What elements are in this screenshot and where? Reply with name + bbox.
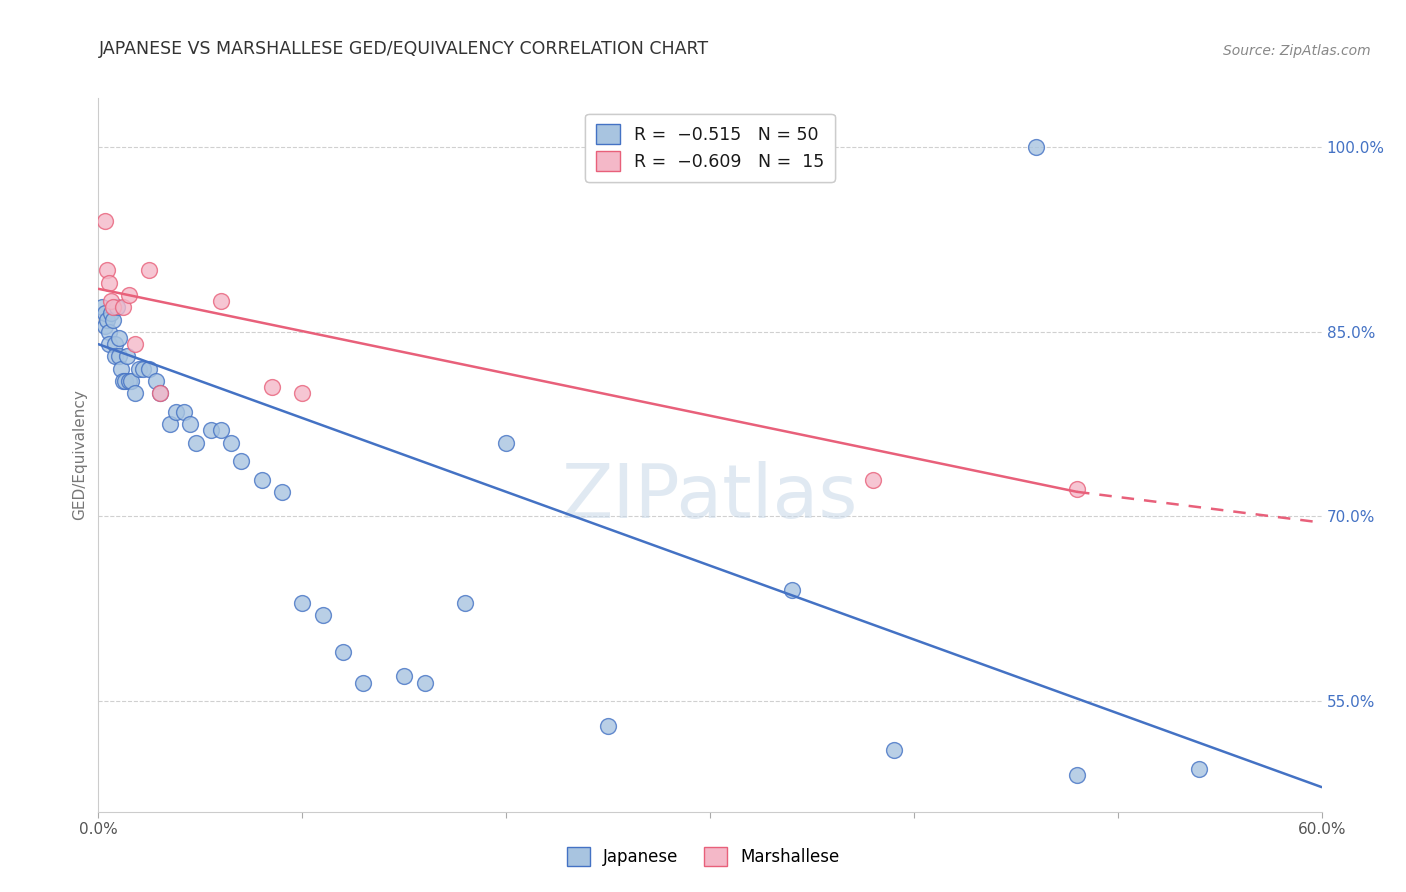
Point [159, 417, 181, 432]
Point [219, 435, 242, 450]
Point [173, 405, 195, 419]
Text: Source: ZipAtlas.com: Source: ZipAtlas.com [1223, 44, 1371, 58]
Point [96, 263, 118, 277]
Point [97, 276, 120, 290]
Point [118, 288, 141, 302]
Point [495, 435, 517, 450]
Point [108, 331, 131, 345]
Point [110, 361, 132, 376]
Point [1066, 483, 1088, 497]
Point [108, 350, 131, 364]
Point [1066, 768, 1088, 782]
Point [780, 583, 803, 598]
Text: JAPANESE VS MARSHALLESE GED/EQUIVALENCY CORRELATION CHART: JAPANESE VS MARSHALLESE GED/EQUIVALENCY … [98, 40, 709, 58]
Point [124, 386, 146, 401]
Point [138, 263, 160, 277]
Point [209, 423, 232, 437]
Y-axis label: GED/Equivalency: GED/Equivalency [72, 390, 87, 520]
Point [101, 300, 124, 314]
Point [1188, 762, 1211, 776]
Point [270, 484, 294, 499]
Point [111, 300, 134, 314]
Point [332, 645, 354, 659]
Point [209, 294, 232, 309]
Point [291, 596, 314, 610]
Point [114, 374, 136, 388]
Point [115, 350, 138, 364]
Point [352, 675, 374, 690]
Point [1025, 140, 1047, 154]
Point [291, 386, 314, 401]
Point [231, 454, 253, 468]
Point [124, 337, 146, 351]
Point [101, 312, 124, 326]
Point [97, 325, 120, 339]
Point [413, 675, 436, 690]
Legend: R =  −0.515   N = 50, R =  −0.609   N =  15: R = −0.515 N = 50, R = −0.609 N = 15 [585, 114, 835, 182]
Point [186, 435, 208, 450]
Point [97, 337, 120, 351]
Point [149, 386, 172, 401]
Point [138, 361, 160, 376]
Point [883, 743, 905, 757]
Point [132, 361, 155, 376]
Point [93, 318, 115, 333]
Point [128, 361, 150, 376]
Point [179, 417, 201, 432]
Legend: Japanese, Marshallese: Japanese, Marshallese [558, 838, 848, 875]
Point [118, 374, 141, 388]
Point [260, 380, 283, 394]
Point [105, 300, 128, 314]
Point [104, 337, 127, 351]
Point [104, 350, 127, 364]
Point [392, 669, 416, 683]
Point [93, 214, 115, 228]
Point [312, 607, 335, 622]
Point [100, 294, 122, 309]
Point [149, 386, 172, 401]
Point [598, 718, 620, 732]
Point [454, 596, 477, 610]
Point [250, 473, 273, 487]
Point [165, 405, 187, 419]
Point [93, 306, 115, 320]
Point [111, 374, 134, 388]
Point [862, 473, 884, 487]
Point [100, 306, 122, 320]
Point [96, 312, 118, 326]
Text: ZIPatlas: ZIPatlas [562, 461, 858, 534]
Point [145, 374, 167, 388]
Point [91, 300, 114, 314]
Point [200, 423, 222, 437]
Point [120, 374, 142, 388]
